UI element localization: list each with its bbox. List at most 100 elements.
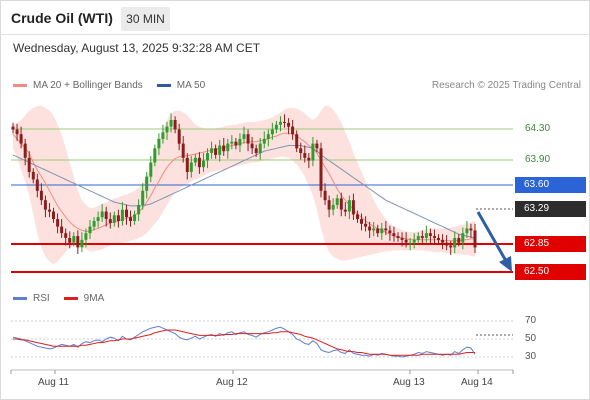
candle: [473, 223, 477, 254]
candle-body: [84, 233, 88, 240]
candle-body: [380, 228, 384, 234]
candle-body: [433, 236, 436, 238]
candle-body: [226, 143, 230, 152]
candle-body: [104, 211, 108, 219]
ma50-line: [12, 145, 476, 239]
ma20-legend-label: MA 20 + Bollinger Bands: [33, 80, 143, 91]
candle-body: [449, 245, 453, 248]
candle-body: [48, 209, 51, 212]
candle: [222, 137, 226, 156]
candle: [149, 155, 153, 183]
candle-body: [64, 233, 68, 238]
candle: [270, 122, 274, 140]
candle-body: [408, 242, 412, 244]
candle: [141, 183, 145, 210]
candle: [202, 153, 205, 172]
candle: [39, 183, 43, 205]
candle-body: [420, 236, 424, 238]
candle-body: [368, 226, 372, 231]
candle-body: [279, 121, 282, 125]
candle-body: [120, 209, 124, 221]
copyright-notice: Research © 2025 Trading Central: [431, 80, 581, 91]
candle: [299, 142, 303, 160]
candle-body: [424, 233, 428, 238]
candle-body: [68, 238, 72, 243]
candle: [356, 210, 359, 223]
rsi-tick-50: 50: [525, 333, 537, 344]
candle-body: [19, 134, 23, 144]
candle: [335, 194, 339, 209]
candle: [15, 123, 19, 141]
candle-body: [202, 160, 205, 168]
candle: [230, 135, 234, 150]
rsi-ma-legend-label: 9MA: [83, 293, 105, 304]
ma20-swatch: [13, 84, 27, 87]
candle-body: [461, 233, 465, 243]
candle-body: [35, 179, 39, 191]
candle: [145, 171, 149, 199]
candle: [27, 151, 31, 178]
candle-body: [347, 200, 351, 212]
candle: [396, 232, 400, 242]
price-legend: MA 20 + Bollinger Bands MA 50: [13, 80, 205, 91]
candle-body: [445, 242, 449, 246]
candle-body: [465, 228, 469, 234]
candle: [43, 195, 47, 218]
candle: [76, 230, 80, 254]
candle: [129, 210, 132, 227]
candle-body: [56, 219, 60, 227]
candle-body: [161, 132, 165, 139]
candle-body: [266, 134, 270, 139]
candle: [189, 155, 193, 178]
candle: [323, 183, 327, 205]
candle-body: [376, 228, 380, 234]
candle-body: [27, 157, 31, 172]
candle-body: [153, 148, 157, 163]
candle-body: [185, 157, 189, 172]
candle-body: [388, 230, 392, 234]
candle-body: [210, 148, 214, 153]
candle: [254, 144, 258, 157]
candle-body: [315, 143, 319, 149]
candle: [416, 232, 420, 244]
forecast-arrow-shaft: [476, 211, 508, 262]
candle-body: [11, 126, 15, 130]
candle-body: [173, 120, 177, 130]
candle-body: [400, 238, 404, 240]
candle: [104, 206, 108, 227]
candle: [133, 210, 137, 225]
candle: [404, 232, 408, 248]
forecast-arrow-head: [499, 256, 512, 272]
candle: [279, 116, 282, 132]
candle-body: [291, 126, 295, 135]
candle: [60, 219, 64, 238]
candle-body: [311, 143, 315, 161]
candle: [283, 114, 286, 128]
candle: [218, 139, 222, 162]
candle-body: [437, 238, 440, 240]
candle: [469, 223, 473, 238]
candle-body: [360, 219, 363, 224]
candle: [88, 220, 92, 239]
candlestick-layer: [11, 113, 477, 255]
candle-body: [270, 129, 274, 135]
interval-selector[interactable]: 30 MIN: [121, 7, 170, 31]
candle-body: [189, 162, 193, 172]
candle: [242, 126, 246, 144]
candle-body: [335, 198, 339, 205]
candle-body: [396, 236, 400, 238]
candle-body: [165, 126, 169, 133]
candle: [96, 211, 100, 228]
candle-body: [234, 141, 238, 146]
candle-body: [218, 145, 222, 155]
date-label-aug13: Aug 13: [393, 377, 425, 388]
candle-body: [319, 148, 323, 191]
candle-body: [88, 226, 92, 234]
candle-body: [246, 134, 250, 144]
candle-body: [295, 134, 299, 149]
candle-body: [372, 228, 376, 231]
candle-body: [80, 239, 84, 248]
candle: [392, 226, 396, 242]
candle: [92, 217, 96, 231]
